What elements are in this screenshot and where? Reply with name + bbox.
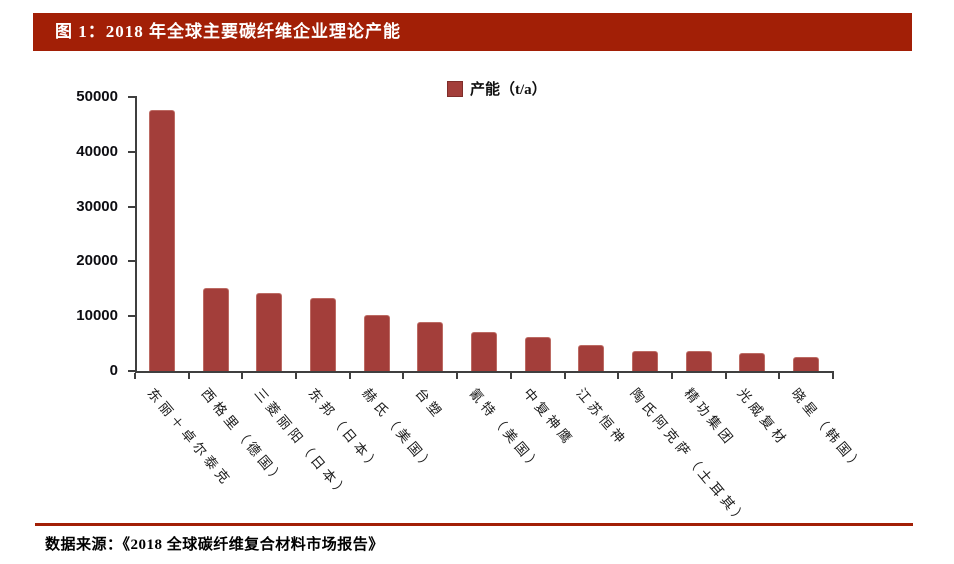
legend-swatch (447, 80, 463, 97)
bar (471, 331, 497, 371)
bar (739, 352, 766, 371)
x-tick-mark (563, 373, 566, 379)
y-tick-mark (128, 150, 136, 153)
x-category-label: 台塑 (412, 385, 447, 423)
y-tick-mark (128, 315, 136, 318)
y-tick-mark (128, 370, 136, 372)
bar (309, 297, 336, 371)
x-axis-line (135, 371, 834, 373)
bar (685, 351, 712, 371)
bar (417, 321, 444, 371)
y-tick-mark (128, 260, 136, 263)
x-tick-mark (187, 373, 190, 379)
y-tick-label: 30000 (76, 197, 118, 215)
bar (524, 337, 551, 371)
x-category-label: 江苏恒神 (573, 385, 631, 449)
x-tick-mark (402, 373, 405, 379)
x-tick-mark (724, 373, 727, 379)
bar (256, 293, 283, 371)
x-tick-mark (832, 373, 834, 379)
y-axis-line (135, 96, 137, 373)
footer-divider (35, 523, 913, 526)
chart-legend: 产能（t/a） (447, 78, 547, 99)
bar (578, 344, 605, 371)
y-tick-label: 20000 (76, 252, 118, 270)
figure-title-banner: 图 1：2018 年全球主要碳纤维企业理论产能 (33, 13, 912, 51)
x-tick-mark (670, 373, 673, 379)
y-tick-mark (128, 205, 136, 208)
x-tick-mark (295, 373, 298, 379)
x-tick-mark (778, 373, 781, 379)
y-tick-label: 40000 (76, 142, 118, 160)
bar (148, 110, 175, 371)
x-tick-mark (348, 373, 351, 379)
bar (202, 287, 229, 371)
bar (632, 350, 659, 371)
x-category-label: 光威复材 (734, 385, 792, 449)
x-category-label: 三菱丽阳（日本） (251, 385, 354, 503)
x-tick-mark (617, 373, 620, 379)
x-tick-mark (134, 373, 136, 379)
x-tick-mark (241, 373, 244, 379)
x-tick-mark (509, 373, 512, 379)
figure-title: 图 1：2018 年全球主要碳纤维企业理论产能 (55, 22, 401, 41)
data-source: 数据来源：《2018 全球碳纤维复合材料市场报告》 (45, 537, 384, 553)
x-category-label: 晓星（韩国） (788, 385, 868, 476)
y-tick-label: 10000 (76, 307, 118, 325)
legend-label: 产能（t/a） (470, 82, 547, 98)
bar (363, 315, 390, 371)
x-tick-mark (456, 373, 459, 379)
y-tick-label: 50000 (76, 88, 118, 105)
y-tick-mark (128, 96, 136, 98)
bar (793, 356, 820, 371)
y-tick-label: 0 (109, 362, 118, 379)
